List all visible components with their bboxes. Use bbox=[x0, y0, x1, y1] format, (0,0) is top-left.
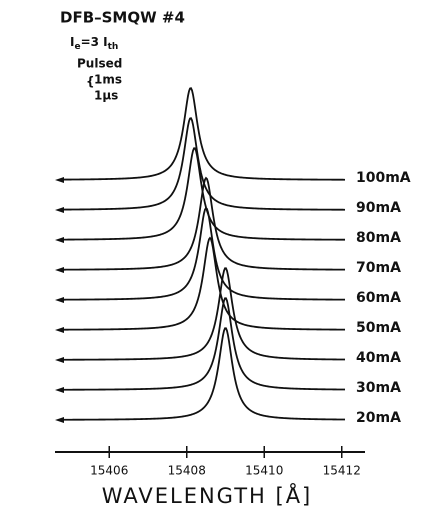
pulse-label: 1ms bbox=[94, 73, 122, 87]
x-tick-label: 15406 bbox=[90, 464, 128, 478]
arrow-head bbox=[55, 417, 64, 423]
device-label: DFB–SMQW #4 bbox=[60, 9, 185, 27]
brace: { bbox=[86, 75, 95, 89]
x-axis-label: WAVELENGTH [Å] bbox=[102, 482, 313, 508]
mode-label: Pulsed bbox=[77, 57, 122, 71]
x-tick-label: 15408 bbox=[168, 464, 206, 478]
pulse-label: 1μs bbox=[94, 89, 118, 103]
x-tick-label: 15412 bbox=[323, 464, 361, 478]
arrow-head bbox=[55, 327, 64, 333]
arrow-head bbox=[55, 177, 64, 183]
spectrum bbox=[61, 236, 345, 331]
series-label: 70mA bbox=[356, 260, 401, 276]
arrow-head bbox=[55, 357, 64, 363]
series-label: 80mA bbox=[356, 230, 401, 246]
condition-part: th bbox=[108, 42, 119, 52]
spectrum bbox=[61, 117, 345, 211]
spectrum bbox=[61, 297, 345, 391]
spectrum bbox=[61, 176, 345, 271]
series-label: 20mA bbox=[356, 410, 401, 426]
spectrum bbox=[61, 206, 345, 301]
arrow-head bbox=[55, 237, 64, 243]
series-label: 50mA bbox=[356, 320, 401, 336]
spectrum bbox=[61, 267, 345, 361]
arrow-head bbox=[55, 267, 64, 273]
arrow-head bbox=[55, 297, 64, 303]
condition-part: e bbox=[74, 42, 80, 52]
series-label: 100mA bbox=[356, 170, 411, 186]
condition-label: Ie=3 Ith bbox=[70, 35, 118, 52]
arrow-head bbox=[55, 207, 64, 213]
condition-part: =3 I bbox=[81, 35, 108, 49]
arrow-head bbox=[55, 387, 64, 393]
x-tick-label: 15410 bbox=[245, 464, 283, 478]
series-label: 30mA bbox=[356, 380, 401, 396]
condition-part: I bbox=[70, 35, 74, 49]
spectrum bbox=[61, 327, 345, 421]
spectrum bbox=[61, 87, 345, 181]
series-label: 60mA bbox=[356, 290, 401, 306]
series-label: 90mA bbox=[356, 200, 401, 216]
series-label: 40mA bbox=[356, 350, 401, 366]
